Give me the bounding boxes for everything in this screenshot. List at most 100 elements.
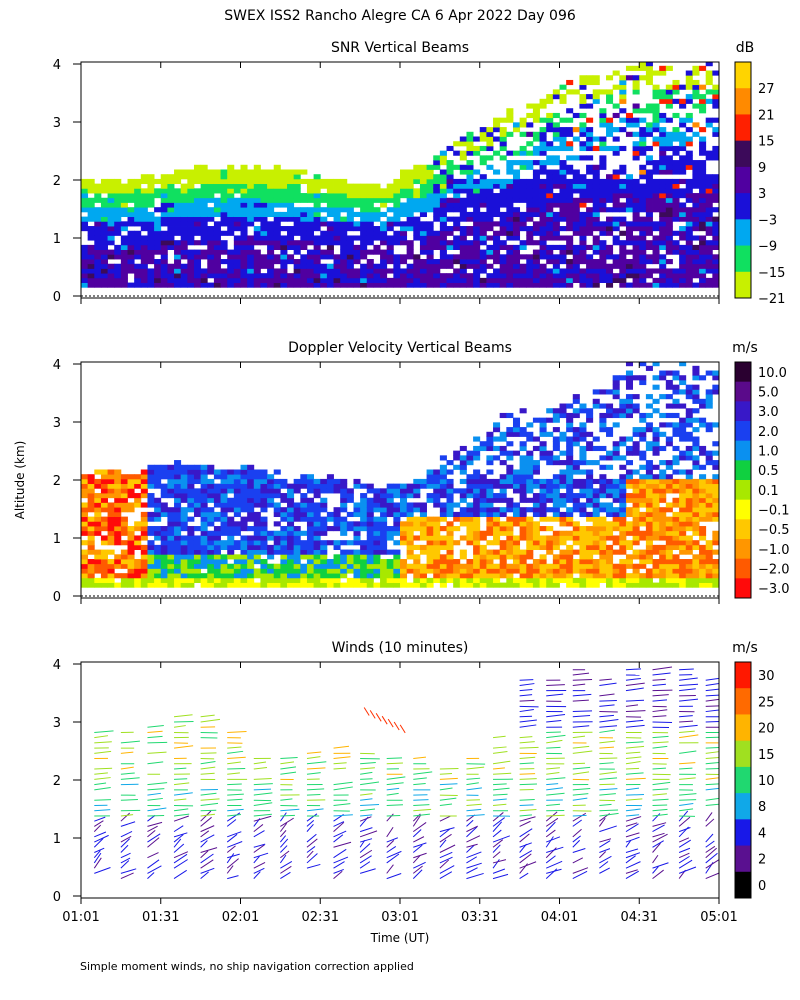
heatmap-cell [293,568,301,574]
heatmap-cell [227,197,235,203]
heatmap-cell [213,474,221,480]
heatmap-cell [606,197,614,203]
heatmap-cell [167,516,175,522]
heatmap-cell [705,544,713,550]
heatmap-cell [466,273,474,279]
heatmap-cell [532,263,540,269]
heatmap-cell [426,282,434,288]
heatmap-cell [493,568,501,574]
heatmap-cell [267,474,275,480]
heatmap-cell [154,240,162,246]
heatmap-cell [187,277,195,283]
heatmap-cell [599,136,607,142]
heatmap-cell [499,511,507,518]
heatmap-cell [260,254,268,260]
heatmap-cell [273,178,281,185]
heatmap-cell [486,441,494,447]
heatmap-cell [592,577,600,583]
heatmap-cell [94,568,102,574]
heatmap-cell [712,582,719,588]
heatmap-cell [606,493,614,499]
heatmap-cell [625,530,634,536]
heatmap-cell [519,455,527,461]
heatmap-cell [419,230,427,236]
heatmap-cell [114,511,122,518]
heatmap-cell [134,254,142,260]
heatmap-cell [586,502,594,508]
heatmap-cell [193,526,202,532]
heatmap-cell [260,188,268,194]
heatmap-cell [240,249,248,255]
heatmap-cell [453,511,461,518]
heatmap-cell [566,464,574,470]
heatmap-cell [313,478,321,485]
heatmap-cell [539,483,547,489]
heatmap-cell [267,549,275,555]
heatmap-cell [559,259,567,265]
heatmap-cell [579,559,587,565]
heatmap-cell [360,188,368,194]
heatmap-cell [386,235,394,241]
heatmap-cell [652,112,660,119]
heatmap-cell [273,193,281,199]
heatmap-cell [180,563,188,569]
wind-barb [94,735,109,739]
heatmap-cell [479,197,487,203]
heatmap-cell [659,94,667,100]
heatmap-cell [174,277,182,283]
heatmap-cell [579,540,587,546]
heatmap-cell [512,263,521,269]
heatmap-cell [566,207,574,213]
heatmap-cell [306,516,315,522]
heatmap-cell [187,516,195,522]
heatmap-cell [300,226,308,232]
heatmap-cell [187,282,195,288]
heatmap-cell [154,226,162,232]
heatmap-cell [386,507,394,513]
heatmap-cell [419,174,427,180]
heatmap-cell [247,211,255,218]
heatmap-cell [107,549,115,555]
heatmap-cell [227,554,235,560]
heatmap-cell [207,178,215,185]
wind-barb [147,741,168,744]
heatmap-cell [559,188,567,194]
heatmap-cell [200,483,208,489]
heatmap-cell [599,178,607,185]
heatmap-cell [599,141,607,147]
heatmap-cell [659,445,667,452]
heatmap-cell [532,136,540,142]
heatmap-cell [692,89,700,95]
heatmap-cell [632,268,640,274]
heatmap-cell [127,568,135,574]
heatmap-cell [612,273,620,279]
heatmap-cell [393,563,401,569]
heatmap-cell [353,244,361,250]
heatmap-cell [532,493,540,499]
heatmap-cell [406,244,414,250]
heatmap-cell [559,554,567,560]
heatmap-cell [446,202,454,208]
heatmap-cell [473,226,481,232]
heatmap-cell [87,273,95,279]
heatmap-cell [433,240,441,246]
heatmap-cell [400,521,408,527]
heatmap-cell [592,516,600,522]
heatmap-cell [213,178,221,185]
heatmap-cell [439,259,447,265]
heatmap-cell [207,211,215,218]
heatmap-cell [473,478,481,485]
colorbar-swatch [735,114,751,142]
heatmap-cell [459,507,467,513]
heatmap-cell [665,483,673,489]
heatmap-cell [446,502,454,508]
heatmap-cell [586,169,594,175]
heatmap-cell [712,493,719,499]
heatmap-cell [506,469,514,475]
heatmap-cell [366,563,374,569]
heatmap-cell [672,375,680,381]
heatmap-cell [685,155,693,161]
heatmap-cell [127,211,135,218]
heatmap-cell [366,230,374,236]
heatmap-cell [287,573,295,579]
